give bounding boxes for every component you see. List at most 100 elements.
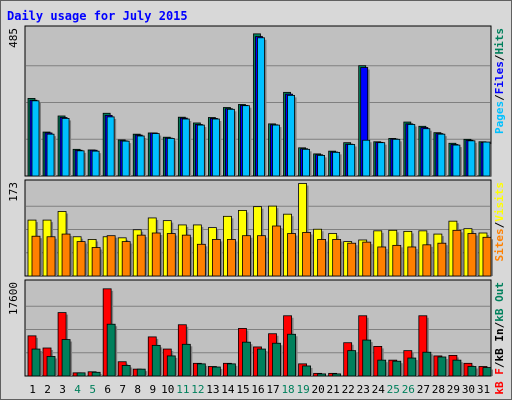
bar-sites-day-22 [347, 242, 357, 277]
bar-pages-day-24 [377, 142, 386, 177]
bar-kb-out-day-3 [61, 339, 71, 377]
bar-sites-day-28 [437, 242, 447, 277]
bar-sites-day-8 [136, 234, 146, 277]
bar-pages-day-25 [392, 138, 401, 177]
x-tick-label: 12 [191, 383, 204, 396]
x-tick-label: 11 [176, 383, 189, 396]
x-tick-label: 25 [387, 383, 400, 396]
bar-pages-day-22 [347, 144, 356, 177]
bar-pages-day-19 [302, 148, 310, 177]
bar-sites-day-9 [151, 232, 161, 277]
legend-entry: kB F [493, 368, 506, 395]
bar-pages-day-10 [166, 138, 175, 177]
x-tick-label: 14 [221, 383, 235, 396]
x-tick-label: 17 [266, 383, 279, 396]
x-tick-label: 9 [149, 383, 156, 396]
bar-pages-day-23 [362, 139, 371, 177]
x-tick-label: 5 [89, 383, 96, 396]
x-tick-label: 13 [206, 383, 219, 396]
bar-sites-day-4 [76, 241, 86, 277]
bar-kb-out-day-21 [332, 373, 342, 377]
bar-kb-out-day-6 [106, 323, 116, 377]
bar-sites-day-5 [91, 247, 101, 277]
bar-kb-out-day-26 [407, 357, 417, 377]
x-tick-label: 7 [119, 383, 126, 396]
bar-pages-day-4 [76, 150, 85, 177]
bar-kb-out-day-2 [46, 356, 56, 377]
legend-separator: / [493, 221, 506, 228]
chart-title: Daily usage for July 2015 [7, 9, 188, 23]
bar-sites-day-6 [106, 235, 116, 277]
bar-sites-day-2 [46, 236, 56, 277]
bar-sites-day-27 [422, 244, 432, 277]
bar-sites-day-10 [166, 233, 176, 277]
bar-pages-day-16 [257, 37, 265, 177]
bar-pages-day-28 [437, 133, 446, 177]
bar-pages-day-5 [91, 150, 100, 177]
bar-kb-out-day-7 [121, 365, 131, 377]
legend-separator: / [493, 94, 506, 101]
bar-sites-day-3 [61, 233, 71, 277]
bar-pages-day-14 [227, 108, 235, 177]
bar-pages-day-6 [106, 116, 115, 177]
x-tick-label: 20 [312, 383, 325, 396]
bar-kb-out-day-13 [211, 366, 221, 377]
bar-sites-day-15 [242, 235, 251, 277]
legend-entry: kB In [493, 328, 506, 361]
bar-sites-day-7 [121, 241, 131, 277]
bar-sites-day-21 [332, 239, 342, 277]
bar-pages-day-9 [151, 133, 160, 177]
bar-kb-out-day-18 [287, 333, 296, 377]
x-tick-label: 31 [477, 383, 490, 396]
bar-kb-out-day-5 [91, 371, 101, 377]
bar-pages-day-15 [242, 105, 250, 177]
bar-kb-out-day-8 [136, 368, 146, 377]
bar-kb-out-day-10 [166, 355, 176, 377]
x-tick-label: 23 [357, 383, 370, 396]
bar-sites-day-25 [392, 244, 402, 277]
bar-pages-day-13 [211, 118, 220, 177]
bar-sites-day-29 [452, 229, 462, 277]
bar-kb-out-day-4 [76, 372, 86, 377]
legend: Pages/Files/Hits [493, 28, 506, 134]
bar-pages-day-12 [196, 124, 205, 177]
bar-sites-day-12 [196, 243, 206, 277]
axis-max-label: 485 [7, 28, 20, 48]
axis-max-label: 17600 [7, 282, 20, 315]
legend: kB F/kB In/kB Out [493, 282, 506, 395]
bar-sites-day-19 [302, 232, 311, 277]
x-tick-label: 3 [59, 383, 66, 396]
bar-pages-day-29 [452, 144, 461, 177]
bar-kb-out-day-22 [347, 350, 357, 377]
bar-pages-day-7 [121, 140, 130, 177]
x-tick-label: 8 [134, 383, 141, 396]
bar-pages-day-8 [136, 135, 145, 177]
bar-pages-day-27 [422, 128, 431, 177]
x-tick-label: 18 [281, 383, 294, 396]
x-tick-label: 22 [342, 383, 355, 396]
bar-kb-out-day-11 [181, 343, 191, 377]
bar-kb-out-day-28 [437, 356, 447, 377]
bar-kb-out-day-12 [196, 363, 206, 377]
x-tick-label: 10 [161, 383, 174, 396]
bar-sites-day-1 [31, 235, 41, 277]
panel-kbin-kbout-kbf: 17600 kB F/kB In/kB Out [7, 279, 506, 395]
legend-separator: / [493, 54, 506, 61]
bar-pages-day-2 [46, 133, 55, 177]
bar-kb-out-day-25 [392, 360, 402, 377]
x-tick-label: 4 [74, 383, 81, 396]
x-tick-label: 30 [462, 383, 475, 396]
bar-pages-day-11 [181, 118, 190, 177]
bar-pages-day-31 [482, 141, 491, 177]
bar-kb-out-day-31 [482, 367, 492, 377]
bar-kb-out-day-16 [257, 348, 266, 377]
panel-hits-files-pages: 485 Pages/Files/Hits [7, 25, 506, 177]
bar-sites-day-11 [181, 234, 191, 277]
bar-sites-day-13 [211, 239, 221, 277]
x-tick-label: 19 [296, 383, 309, 396]
bar-pages-day-20 [317, 154, 326, 177]
bar-kb-out-day-20 [317, 373, 327, 377]
bar-sites-day-24 [377, 246, 387, 277]
bar-pages-day-17 [272, 124, 280, 177]
